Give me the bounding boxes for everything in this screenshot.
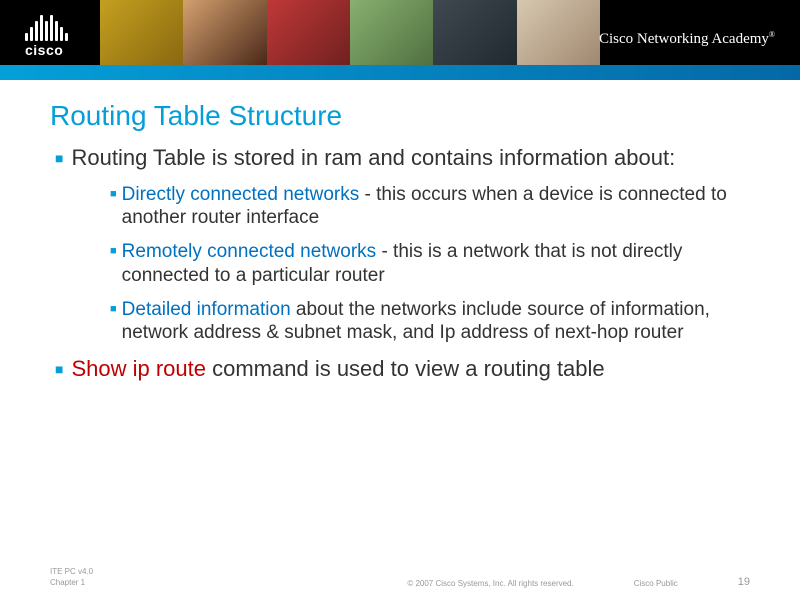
bullet-text: Routing Table is stored in ram and conta… <box>71 144 675 173</box>
footer: ITE PC v4.0 Chapter 1 © 2007 Cisco Syste… <box>0 567 800 588</box>
emphasized-term: Remotely connected networks <box>122 241 377 262</box>
header-bar: cisco Cisco Networking Academy® <box>0 0 800 80</box>
slide-content: Routing Table Structure ■ Routing Table i… <box>0 80 800 384</box>
cisco-logo-text: cisco <box>25 42 63 58</box>
footer-label: Cisco Public <box>634 579 678 588</box>
header-photo-strip <box>100 0 600 65</box>
bullet-marker-icon: ■ <box>110 245 117 257</box>
bullet-list: ■ Routing Table is stored in ram and cont… <box>50 144 750 384</box>
bullet-item: ■ Show ip route command is used to view a… <box>50 355 750 384</box>
academy-text: Cisco Networking Academy® <box>599 30 775 48</box>
bullet-marker-icon: ■ <box>55 361 63 377</box>
bullet-text: Remotely connected networks - this is a … <box>122 240 750 288</box>
cisco-logo-icon <box>25 15 68 41</box>
footer-copyright: © 2007 Cisco Systems, Inc. All rights re… <box>407 579 573 588</box>
bullet-text: Directly connected networks - this occur… <box>122 183 750 231</box>
bullet-text: Detailed information about the networks … <box>122 298 750 346</box>
slide-title: Routing Table Structure <box>50 100 750 132</box>
footer-left: ITE PC v4.0 Chapter 1 <box>50 567 93 588</box>
header-stripe <box>0 65 800 80</box>
emphasized-term: Detailed information <box>122 299 291 320</box>
bullet-item: ■ Detailed information about the networks… <box>50 298 750 346</box>
bullet-item: ■ Routing Table is stored in ram and cont… <box>50 144 750 173</box>
bullet-text: Show ip route command is used to view a … <box>71 355 604 384</box>
emphasized-term: Directly connected networks <box>122 184 360 205</box>
bullet-marker-icon: ■ <box>110 188 117 200</box>
page-number: 19 <box>738 576 750 588</box>
emphasized-term: Show ip route <box>71 356 206 381</box>
bullet-marker-icon: ■ <box>110 303 117 315</box>
bullet-marker-icon: ■ <box>55 150 63 166</box>
bullet-item: ■ Directly connected networks - this occu… <box>50 183 750 231</box>
bullet-item: ■ Remotely connected networks - this is a… <box>50 240 750 288</box>
footer-right: © 2007 Cisco Systems, Inc. All rights re… <box>407 576 750 588</box>
